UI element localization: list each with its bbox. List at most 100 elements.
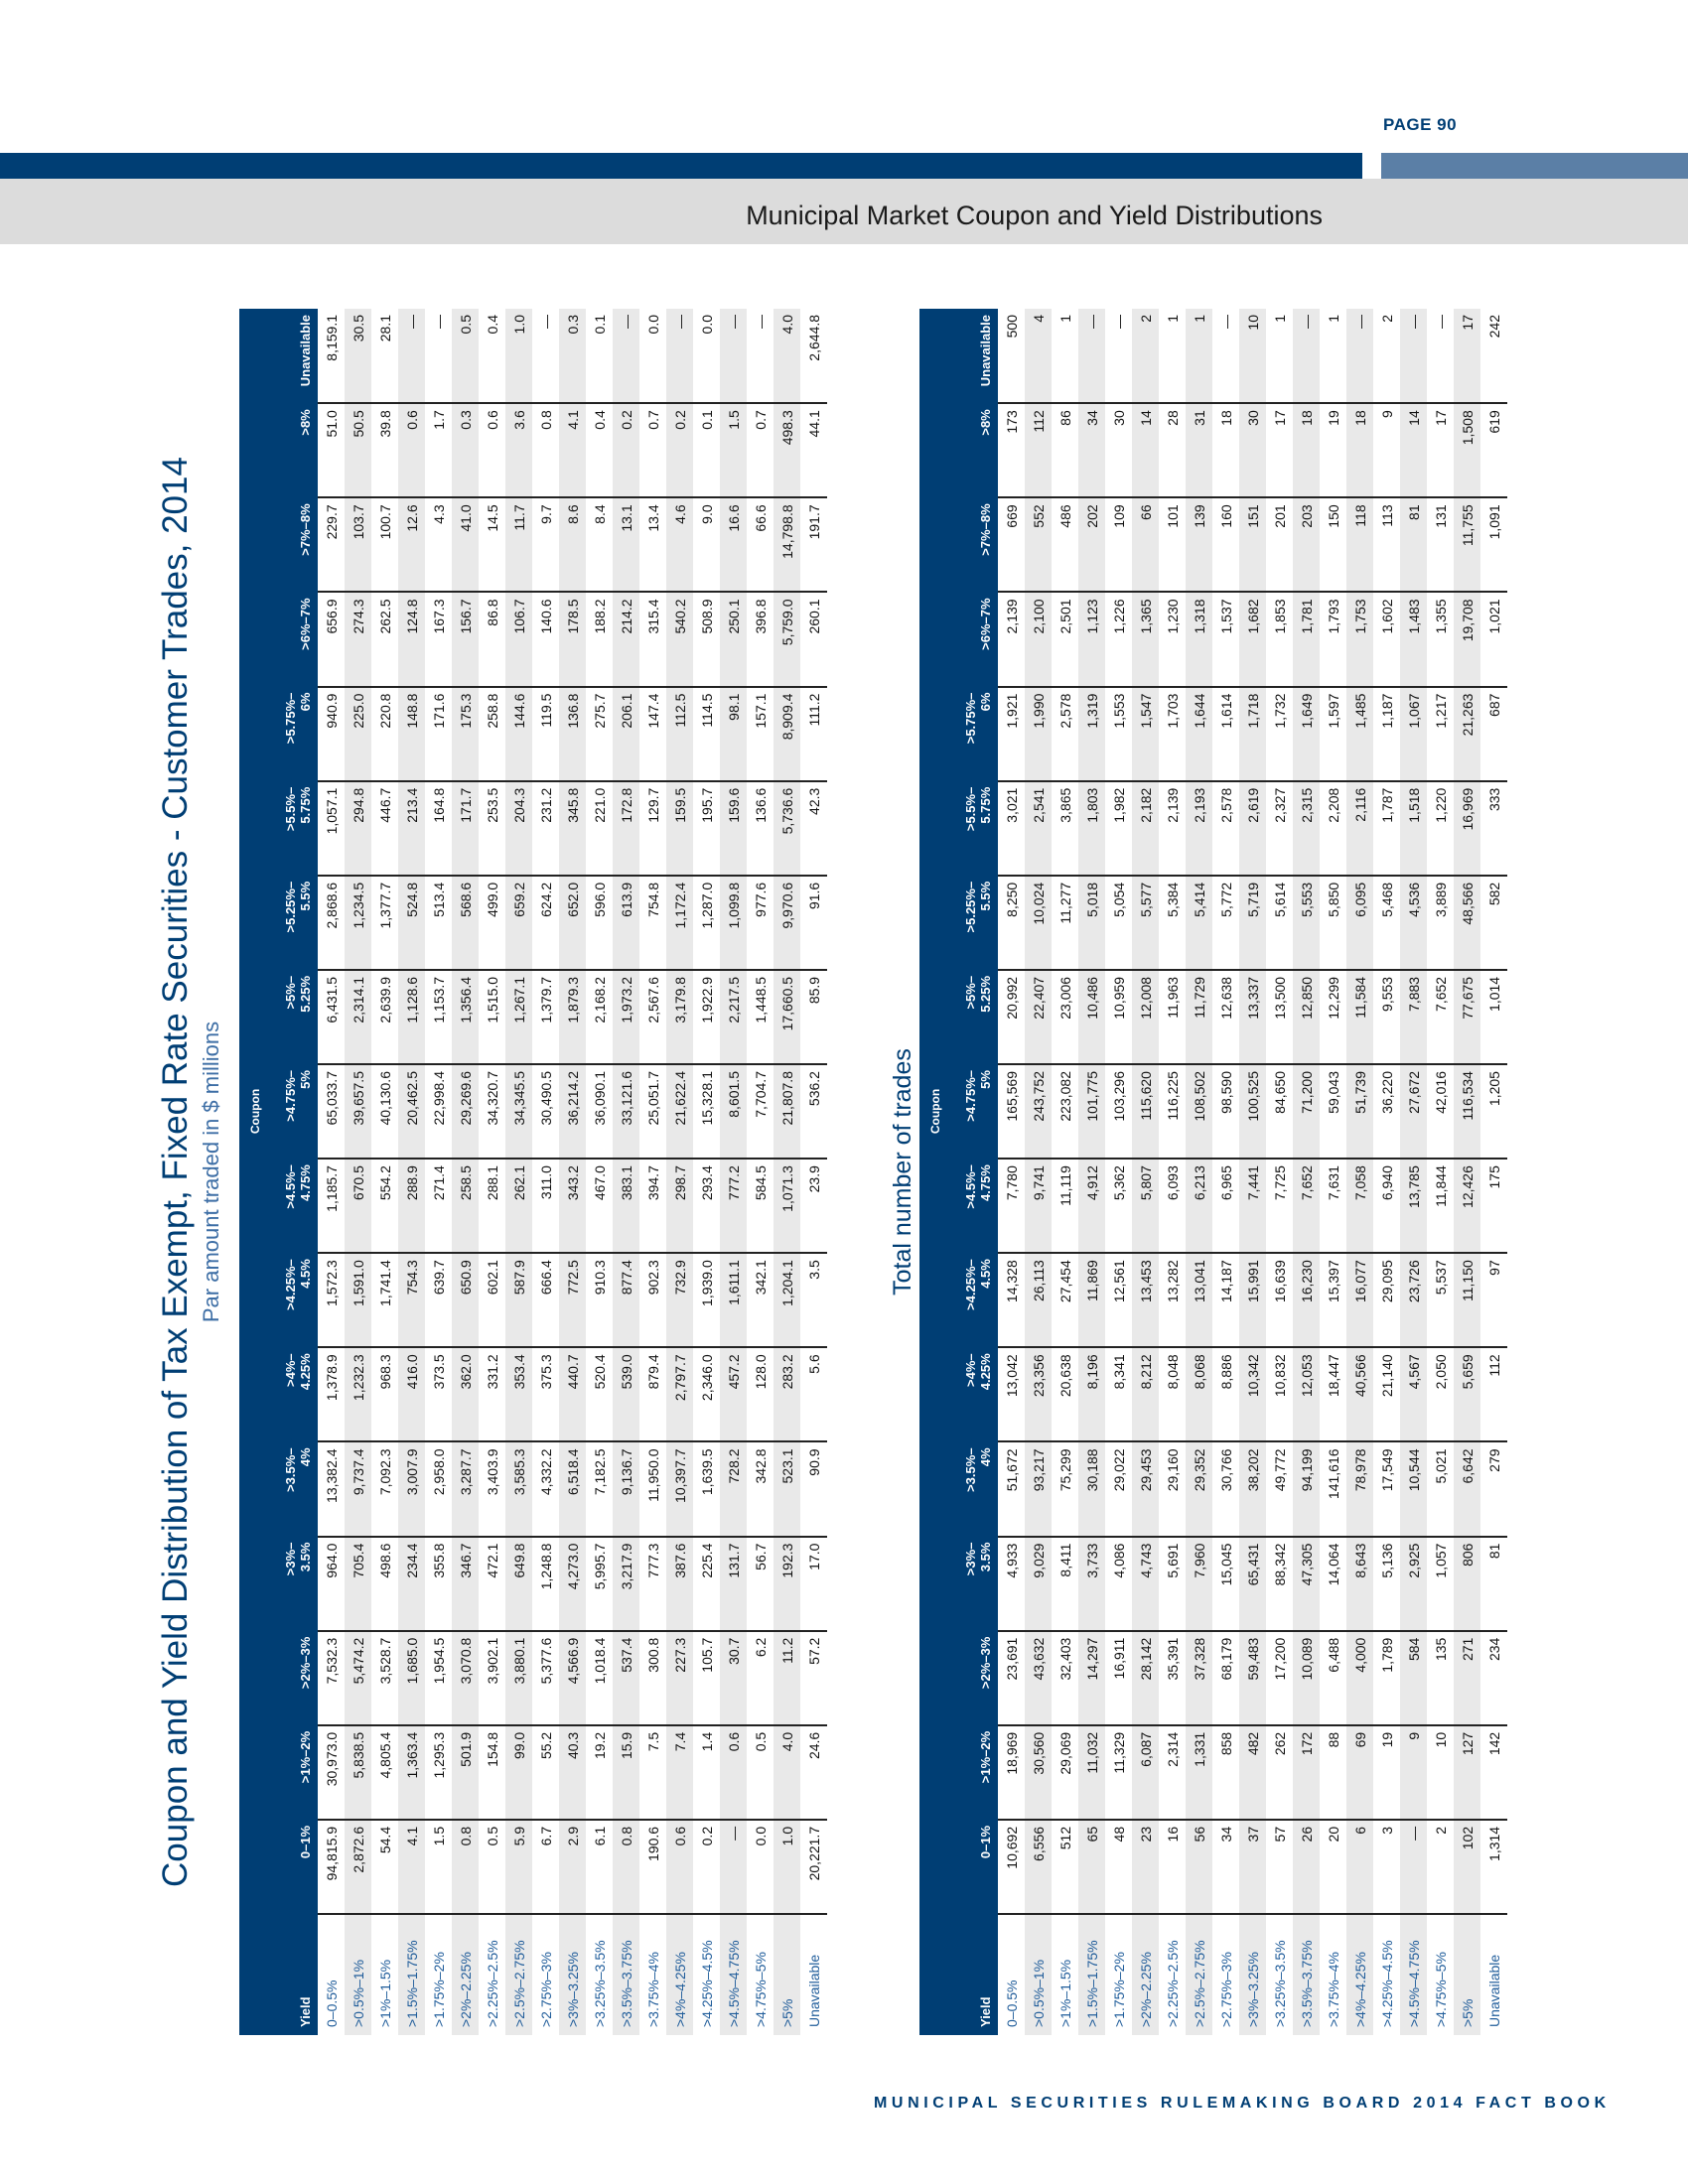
data-cell: 2 <box>1373 309 1400 404</box>
data-cell: 66 <box>1132 497 1159 593</box>
data-cell: 192.3 <box>774 1536 800 1631</box>
data-cell: 2,797.7 <box>666 1347 693 1442</box>
data-cell: 30 <box>1105 403 1132 498</box>
data-cell: 650.9 <box>452 1253 479 1348</box>
yield-label: >3.5%–3.75% <box>1293 1914 1320 2035</box>
data-cell: 1,518 <box>1400 780 1427 876</box>
data-cell: 1,781 <box>1293 592 1320 687</box>
data-cell: 19 <box>1373 1724 1400 1820</box>
data-cell: 66.6 <box>747 497 774 593</box>
section-band <box>0 179 1688 244</box>
data-cell: 51.0 <box>318 403 345 498</box>
data-cell: 7,532.3 <box>318 1630 345 1725</box>
data-cell: 6,965 <box>1212 1159 1239 1254</box>
yield-label: >3.5%–3.75% <box>613 1914 639 2035</box>
data-cell: 1,718 <box>1239 686 1266 781</box>
data-cell: 243,752 <box>1025 1064 1052 1160</box>
data-cell: 1,355 <box>1427 592 1454 687</box>
data-cell: 271.4 <box>425 1159 452 1254</box>
data-cell: 25,051.7 <box>639 1064 666 1160</box>
data-cell: 17 <box>1427 403 1454 498</box>
data-cell: 0.0 <box>747 1819 774 1914</box>
data-cell: 21,263 <box>1454 686 1480 781</box>
data-cell: 5,018 <box>1078 875 1105 970</box>
data-cell: 271 <box>1454 1630 1480 1725</box>
data-cell: 190.6 <box>639 1819 666 1914</box>
data-cell: 536.2 <box>800 1064 827 1160</box>
data-cell: 260.1 <box>800 592 827 687</box>
data-cell: 4,933 <box>998 1536 1025 1631</box>
data-cell: 8,212 <box>1132 1347 1159 1442</box>
data-cell: 1,057 <box>1427 1536 1454 1631</box>
data-cell: 4,566.9 <box>559 1630 586 1725</box>
data-cell: 0.7 <box>747 403 774 498</box>
data-cell: 85.9 <box>800 969 827 1065</box>
data-cell: 0.4 <box>586 403 613 498</box>
data-cell: 639.7 <box>425 1253 452 1348</box>
data-cell: 8.4 <box>586 497 613 593</box>
data-cell: 4,086 <box>1105 1536 1132 1631</box>
data-cell: 2,182 <box>1132 780 1159 876</box>
data-cell: 225.4 <box>693 1536 720 1631</box>
yield-label: >3.75%–4% <box>1325 1952 1341 2027</box>
data-cell: 482 <box>1239 1724 1266 1820</box>
data-cell: 14,187 <box>1212 1253 1239 1348</box>
yield-label: >2%–2.25% <box>1132 1914 1159 2035</box>
data-cell: 5,691 <box>1159 1536 1186 1631</box>
data-cell: 373.5 <box>425 1347 452 1442</box>
table-row: >3.5%–3.75% 26 172 10,089 47,305 94,199 12,053… <box>1293 309 1320 2035</box>
header-row-coupon: Yield Coupon <box>239 309 318 2035</box>
table-row: >3.25%–3.5% 57 262 17,200 88,342 49,772 10,832… <box>1266 309 1293 2035</box>
data-cell: 2.9 <box>559 1819 586 1914</box>
data-cell: 1,879.3 <box>559 969 586 1065</box>
data-cell: 48 <box>1105 1819 1132 1914</box>
data-cell: 0.6 <box>666 1819 693 1914</box>
yield-label: >3.25%–3.5% <box>591 1940 608 2027</box>
data-cell: 3.5 <box>800 1253 827 1348</box>
data-cell: 253.5 <box>479 780 505 876</box>
data-cell: 99.0 <box>505 1724 532 1820</box>
data-cell: 171.6 <box>425 686 452 781</box>
data-cell: 30.7 <box>720 1630 747 1725</box>
data-cell: 112 <box>1480 1347 1507 1442</box>
yield-label: >0.5%–1% <box>1025 1914 1052 2035</box>
data-cell: 5,759.0 <box>774 592 800 687</box>
data-cell: 11,329 <box>1105 1724 1132 1820</box>
data-cell: 0.2 <box>666 403 693 498</box>
data-cell: 28 <box>1159 403 1186 498</box>
data-cell: 15,328.1 <box>693 1064 720 1160</box>
data-cell: 1,378.9 <box>318 1347 345 1442</box>
data-cell: 1,611.1 <box>720 1253 747 1348</box>
data-cell: 56 <box>1186 1819 1212 1914</box>
column-header: >6%–7% <box>263 592 318 687</box>
data-cell: — <box>1105 309 1132 404</box>
data-cell: 30,188 <box>1078 1441 1105 1537</box>
data-cell: — <box>613 309 639 404</box>
column-header: >5.25%– 5.5% <box>263 875 318 970</box>
data-cell: 16,639 <box>1266 1253 1293 1348</box>
data-cell: 2,193 <box>1186 780 1212 876</box>
data-cell: 1,990 <box>1025 686 1052 781</box>
yield-label: >1%–1.5% <box>1056 1959 1073 2027</box>
data-cell: 102 <box>1454 1819 1480 1914</box>
data-cell: 6.1 <box>586 1819 613 1914</box>
data-cell: 22,407 <box>1025 969 1052 1065</box>
data-cell: 1,572.3 <box>318 1253 345 1348</box>
data-cell: 279 <box>1480 1441 1507 1537</box>
data-cell: 36,220 <box>1373 1064 1400 1160</box>
data-cell: — <box>532 309 559 404</box>
data-cell: — <box>398 309 425 404</box>
data-cell: 2,541 <box>1025 780 1052 876</box>
data-cell: 2,116 <box>1346 780 1373 876</box>
data-cell: 1 <box>1052 309 1078 404</box>
data-cell: 7,058 <box>1346 1159 1373 1254</box>
data-cell: 29,022 <box>1105 1441 1132 1537</box>
data-cell: 300.8 <box>639 1630 666 1725</box>
data-cell: 100,525 <box>1239 1064 1266 1160</box>
data-cell: 12.6 <box>398 497 425 593</box>
data-cell: 234 <box>1480 1630 1507 1725</box>
data-cell: 141,616 <box>1320 1441 1346 1537</box>
column-header: 0–1% <box>943 1819 998 1914</box>
data-cell: 10 <box>1239 309 1266 404</box>
data-cell: 242 <box>1480 309 1507 404</box>
